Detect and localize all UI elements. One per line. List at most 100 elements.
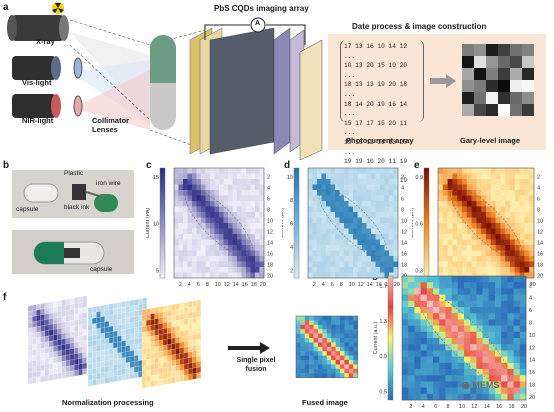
map-cell [129,310,135,318]
heatmap-cell [462,261,468,268]
map-cell [141,381,147,389]
heatmap-cell [495,267,501,273]
heatmap-cell [513,393,521,401]
map-cell [44,363,50,371]
heatmap-cell [466,206,472,213]
heatmap-cell [237,168,242,174]
heatmap-cell [476,245,482,251]
heatmap-cell [192,201,197,207]
heatmap-cell [255,217,260,224]
map-cell [179,358,185,366]
heatmap-cell [442,250,448,257]
heatmap-cell [228,184,233,191]
heatmap-cell [442,184,448,191]
heatmap-cell [466,184,472,191]
fused-cell [300,342,305,347]
heatmap-cell [344,256,349,262]
heatmap-cell [223,256,229,262]
heatmap-cell [510,228,516,235]
map-cell [113,319,118,327]
heatmap-cell [513,276,521,283]
heatmap-cell [495,276,502,283]
heatmap-cell [524,245,530,251]
heatmap-cell [438,195,444,202]
map-cell [162,344,168,352]
heatmap-cell [510,201,516,207]
map-cell [48,340,54,348]
heatmap-cell [205,261,211,268]
colorbar-label: Current (a.u.) [373,321,379,354]
heatmap-cell [476,387,483,395]
x-tick-label: 2 [313,282,316,288]
heatmap-cell [246,223,251,229]
heatmap-cell [174,206,179,213]
heatmap-cell [438,173,444,180]
heatmap-cell [255,190,260,196]
map-cell [53,351,58,358]
y-tick-label: 16 [529,370,535,376]
heatmap-cell [481,239,487,246]
x-tick-label: 20 [260,282,266,288]
heatmap-cell [246,245,251,251]
heatmap-cell [241,201,247,207]
heatmap-cell [255,223,260,229]
heatmap-cell [488,294,496,302]
map-cell [78,341,83,348]
map-cell [158,339,164,347]
heatmap-cell [529,184,535,191]
heatmap-cell [457,356,465,364]
heatmap-cell [462,190,468,196]
heatmap-cell [237,228,242,235]
map-cell [196,349,201,357]
heatmap-cell [321,168,327,174]
map-cell [100,366,105,374]
heatmap-cell [470,294,477,302]
map-cell [134,349,139,356]
heatmap-cell [357,168,363,174]
heatmap-cell [339,223,345,229]
heatmap-cell [408,331,415,339]
map-cell [188,373,193,381]
heatmap-cell [464,338,471,345]
heatmap-cell [457,393,465,401]
heatmap-cell [486,239,492,246]
heatmap-cell [481,272,487,279]
heatmap-cell [375,272,381,279]
heatmap-cell [433,338,440,345]
map-cell [141,348,147,355]
heatmap-cell [241,217,247,224]
panel-label-f: f [3,292,7,303]
heatmap-cell [462,206,468,213]
heatmap-cell [464,375,471,382]
heatmap-cell [495,261,501,268]
heatmap-cell [259,239,265,246]
heatmap-cell [183,217,188,224]
heatmap-cell [457,245,463,251]
heatmap-cell [380,212,385,218]
heatmap-cell [514,184,520,191]
map-cell [100,316,105,323]
map-cell [146,358,151,366]
fused-cell [326,324,332,330]
heatmap-cell [223,267,229,273]
fused-cell [335,346,341,352]
heatmap-cell [470,313,477,320]
heatmap-cell [339,212,345,218]
heatmap-cell [470,369,477,376]
map-cell [192,350,197,358]
colorbar-tick-label: 2 [290,268,293,274]
heatmap-cell [335,217,340,224]
heatmap-cell [178,201,184,207]
heatmap-cell [196,250,202,257]
heatmap-cell [210,228,215,235]
heatmap-cell [178,190,184,196]
heatmap-cell [439,294,446,302]
heatmap-cell [495,250,501,257]
fused-cell [348,360,354,365]
map-cell [78,346,83,354]
heatmap-cell [201,168,206,174]
heatmap-cell [476,234,482,240]
heatmap-cell [476,228,482,235]
fused-cell [348,368,354,374]
map-cell [188,340,193,347]
